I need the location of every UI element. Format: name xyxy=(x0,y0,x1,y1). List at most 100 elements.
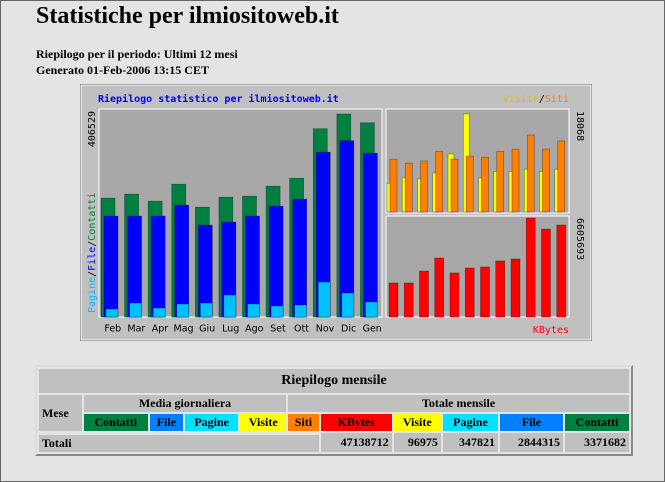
column-header: Contatti xyxy=(565,414,629,431)
bar xyxy=(450,158,459,213)
legend-sep: / xyxy=(87,271,98,277)
bar xyxy=(420,160,428,213)
bar xyxy=(294,304,307,318)
x-tick-label: Lug xyxy=(222,324,239,335)
legend-entry: Siti xyxy=(545,94,569,105)
chart-title: Riepilogo statistico per ilmiositoweb.it xyxy=(98,93,339,105)
bar xyxy=(365,301,378,318)
panel xyxy=(385,215,570,318)
bar xyxy=(363,152,378,318)
x-tick-label: Ott xyxy=(294,324,309,335)
column-header: Pagine xyxy=(184,414,239,431)
bar xyxy=(127,215,142,318)
column-header: Contatti xyxy=(83,414,148,431)
x-tick-label: Nov xyxy=(316,324,335,335)
period: Riepilogo per il periodo: Ultimi 12 mesi xyxy=(36,47,238,61)
bar xyxy=(174,204,190,318)
x-tick-label: Set xyxy=(270,324,286,335)
legend-entry: KBytes xyxy=(533,325,569,336)
total: 3371682 xyxy=(565,433,629,452)
x-tick-label: Mar xyxy=(127,324,145,335)
panel xyxy=(98,108,383,318)
x-tick-label: Feb xyxy=(104,324,121,335)
total: 47138712 xyxy=(320,433,392,452)
bar xyxy=(464,267,475,318)
bar xyxy=(557,140,566,213)
legend-entry: File xyxy=(87,247,98,271)
x-tick-label: Ago xyxy=(245,324,264,335)
page-title: Statistiche per ilmiositoweb.it xyxy=(36,3,339,29)
legend: Pagine/File/Contatti xyxy=(87,193,98,313)
summary-table: Riepilogo mensile Mese Media giornaliera… xyxy=(35,365,633,456)
legend-entry: Contatti xyxy=(87,193,98,241)
bar xyxy=(556,224,567,318)
column-header: Visite xyxy=(240,414,287,431)
bar xyxy=(419,270,429,318)
bar xyxy=(247,303,260,318)
bar xyxy=(480,266,490,318)
x-tick-label: Dic xyxy=(341,324,356,335)
column-header: KBytes xyxy=(320,414,392,431)
bar xyxy=(129,302,142,318)
bar xyxy=(434,257,445,318)
bar xyxy=(200,302,213,318)
legend: Visite/Siti xyxy=(503,94,569,105)
y-tick-label: 6605693 xyxy=(574,218,585,260)
bar xyxy=(435,150,444,213)
panel xyxy=(385,108,570,214)
generated: Generato 01-Feb-2006 13:15 CET xyxy=(36,63,209,77)
column-header: Pagine xyxy=(442,414,499,431)
bar xyxy=(511,148,520,213)
bar xyxy=(481,156,489,213)
y-tick-label: 406529 xyxy=(87,111,98,147)
bar xyxy=(292,198,307,318)
bar xyxy=(495,260,506,318)
bar xyxy=(465,155,474,213)
column-header: Siti xyxy=(288,414,319,431)
bar xyxy=(526,134,535,213)
legend-sep: / xyxy=(539,94,545,105)
group-header: Mese xyxy=(39,395,82,431)
bar xyxy=(403,282,414,318)
y-tick-label: 18068 xyxy=(574,111,585,141)
column-header: File xyxy=(149,414,183,431)
chart: 406529 Feb Mar Apr Mag Giu Lug Ago Set Ott Nov Dic G… xyxy=(80,84,592,341)
legend-entry: Visite xyxy=(503,94,539,105)
bar xyxy=(496,150,505,213)
bar xyxy=(270,305,284,318)
total: 347821 xyxy=(442,433,499,452)
bar xyxy=(541,228,551,318)
bar xyxy=(388,282,399,318)
bar xyxy=(341,292,355,318)
bar xyxy=(223,294,237,318)
x-tick-label: Giu xyxy=(199,324,215,335)
bar xyxy=(176,303,190,318)
bar xyxy=(449,272,460,318)
column-header: Visite xyxy=(393,414,441,431)
bar xyxy=(105,308,119,318)
bar xyxy=(152,307,166,318)
total: 96975 xyxy=(393,433,441,452)
bar xyxy=(150,215,166,318)
bar xyxy=(404,162,413,213)
bar xyxy=(542,148,550,213)
bar xyxy=(525,217,536,318)
group-header: Totale mensile xyxy=(288,395,629,412)
x-tick-label: Mag xyxy=(174,324,194,335)
bar xyxy=(317,281,331,318)
bar xyxy=(245,215,260,318)
bar xyxy=(103,215,119,318)
x-tick-label: Gen xyxy=(363,324,382,335)
column-header: File xyxy=(500,414,564,431)
table-title: Riepilogo mensile xyxy=(39,369,629,393)
legend-sep: / xyxy=(87,241,98,247)
bar xyxy=(268,205,284,318)
x-tick-label: Apr xyxy=(152,324,169,335)
bar xyxy=(510,258,521,318)
total: 2844315 xyxy=(500,433,564,452)
bar xyxy=(339,140,355,318)
group-header: Media giornaliera xyxy=(83,395,287,412)
totals-label: Totali xyxy=(39,433,319,452)
chart-bevel xyxy=(80,84,592,341)
